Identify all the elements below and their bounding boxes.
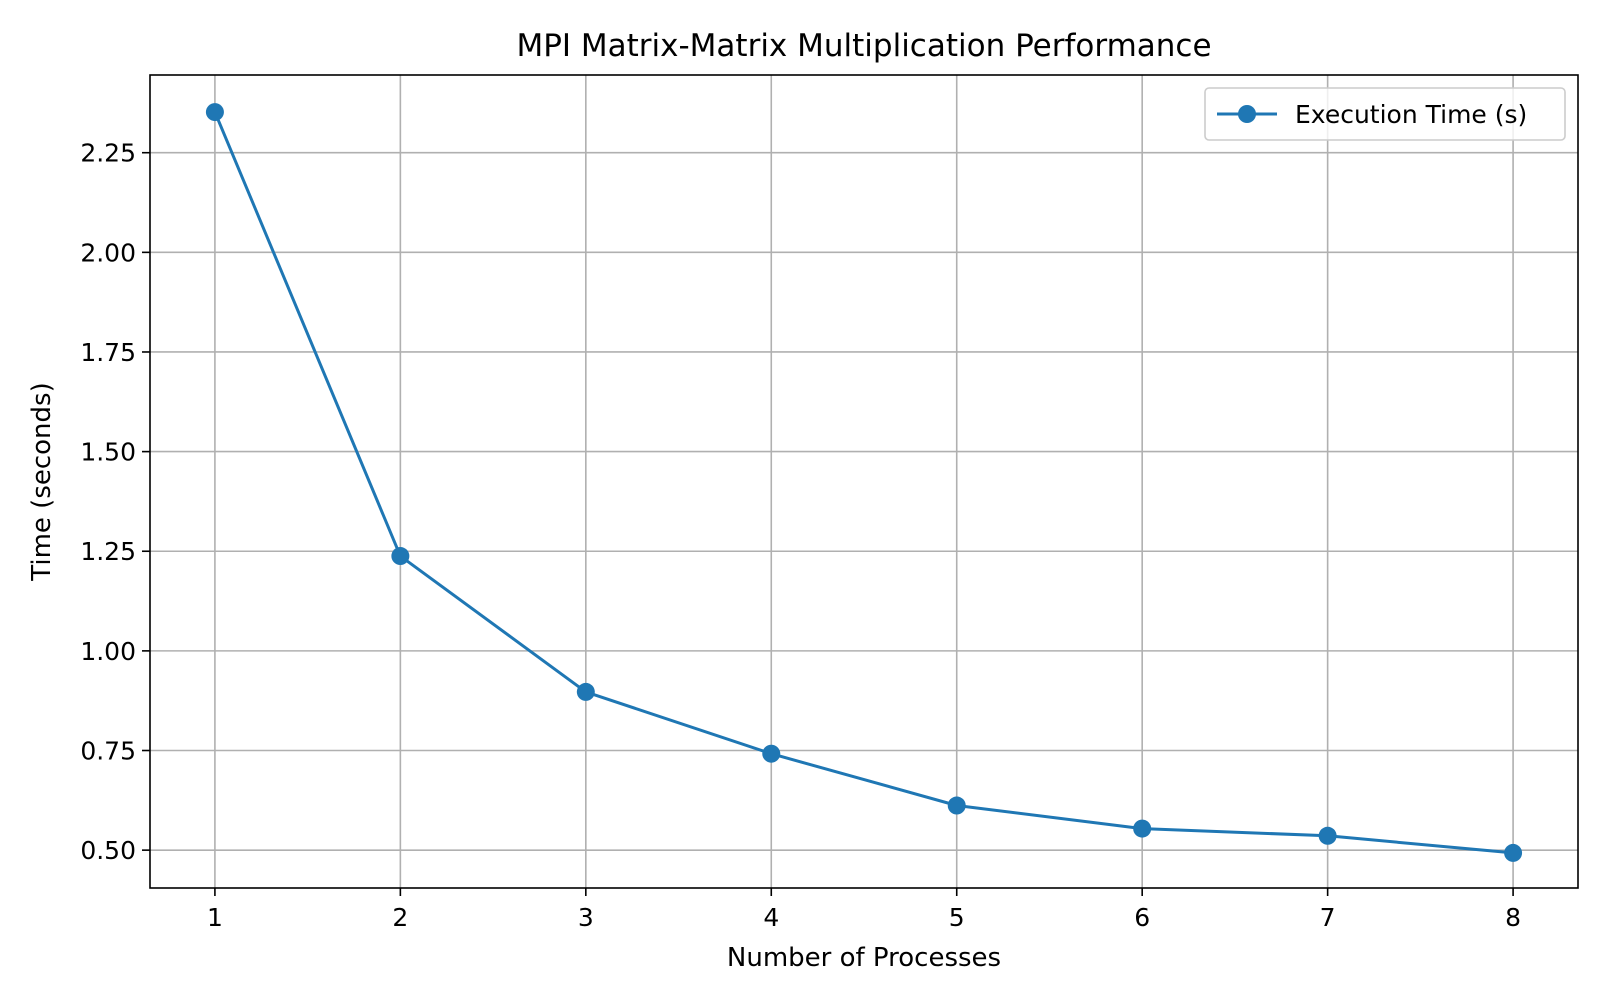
- data-point: [205, 103, 224, 122]
- x-tick-label: 3: [578, 903, 594, 932]
- legend-marker-sample: [1238, 105, 1256, 123]
- x-tick-label: 8: [1505, 903, 1521, 932]
- y-tick-label: 0.50: [80, 836, 136, 865]
- data-point: [947, 796, 966, 815]
- x-tick-label: 1: [207, 903, 223, 932]
- data-point: [391, 547, 410, 566]
- x-tick-label: 7: [1320, 903, 1336, 932]
- y-axis-label: Time (seconds): [27, 382, 57, 581]
- y-tick-label: 1.50: [80, 438, 136, 467]
- chart-title: MPI Matrix-Matrix Multiplication Perform…: [516, 28, 1211, 64]
- data-point: [762, 744, 781, 763]
- legend-entry-label: Execution Time (s): [1295, 100, 1527, 129]
- data-point: [1133, 819, 1152, 838]
- data-point: [1504, 843, 1523, 862]
- x-tick-label: 5: [949, 903, 965, 932]
- series-line: [213, 111, 1514, 855]
- plot-area-frame: [149, 74, 1579, 889]
- series-layer: [205, 103, 1523, 862]
- y-tick-label: 1.00: [80, 637, 136, 666]
- data-point: [576, 682, 595, 701]
- y-axis-ticks: 0.50 0.75 1.00 1.25 1.50 1.75 2.00 2.25: [80, 139, 150, 865]
- y-tick-label: 1.75: [80, 338, 136, 367]
- y-tick-label: 0.75: [80, 737, 136, 766]
- legend-box: [1204, 87, 1566, 141]
- x-tick-label: 6: [1134, 903, 1150, 932]
- x-axis-ticks: 1 2 3 4 5 6 7 8: [207, 888, 1521, 932]
- grid: [150, 75, 1578, 888]
- data-point: [1318, 826, 1337, 845]
- y-tick-label: 2.00: [80, 238, 136, 267]
- legend: Execution Time (s): [1204, 87, 1566, 141]
- y-tick-label: 1.25: [80, 537, 136, 566]
- x-axis-label: Number of Processes: [727, 943, 1001, 973]
- x-tick-label: 4: [763, 903, 779, 932]
- x-tick-label: 2: [392, 903, 408, 932]
- y-tick-label: 2.25: [80, 139, 136, 168]
